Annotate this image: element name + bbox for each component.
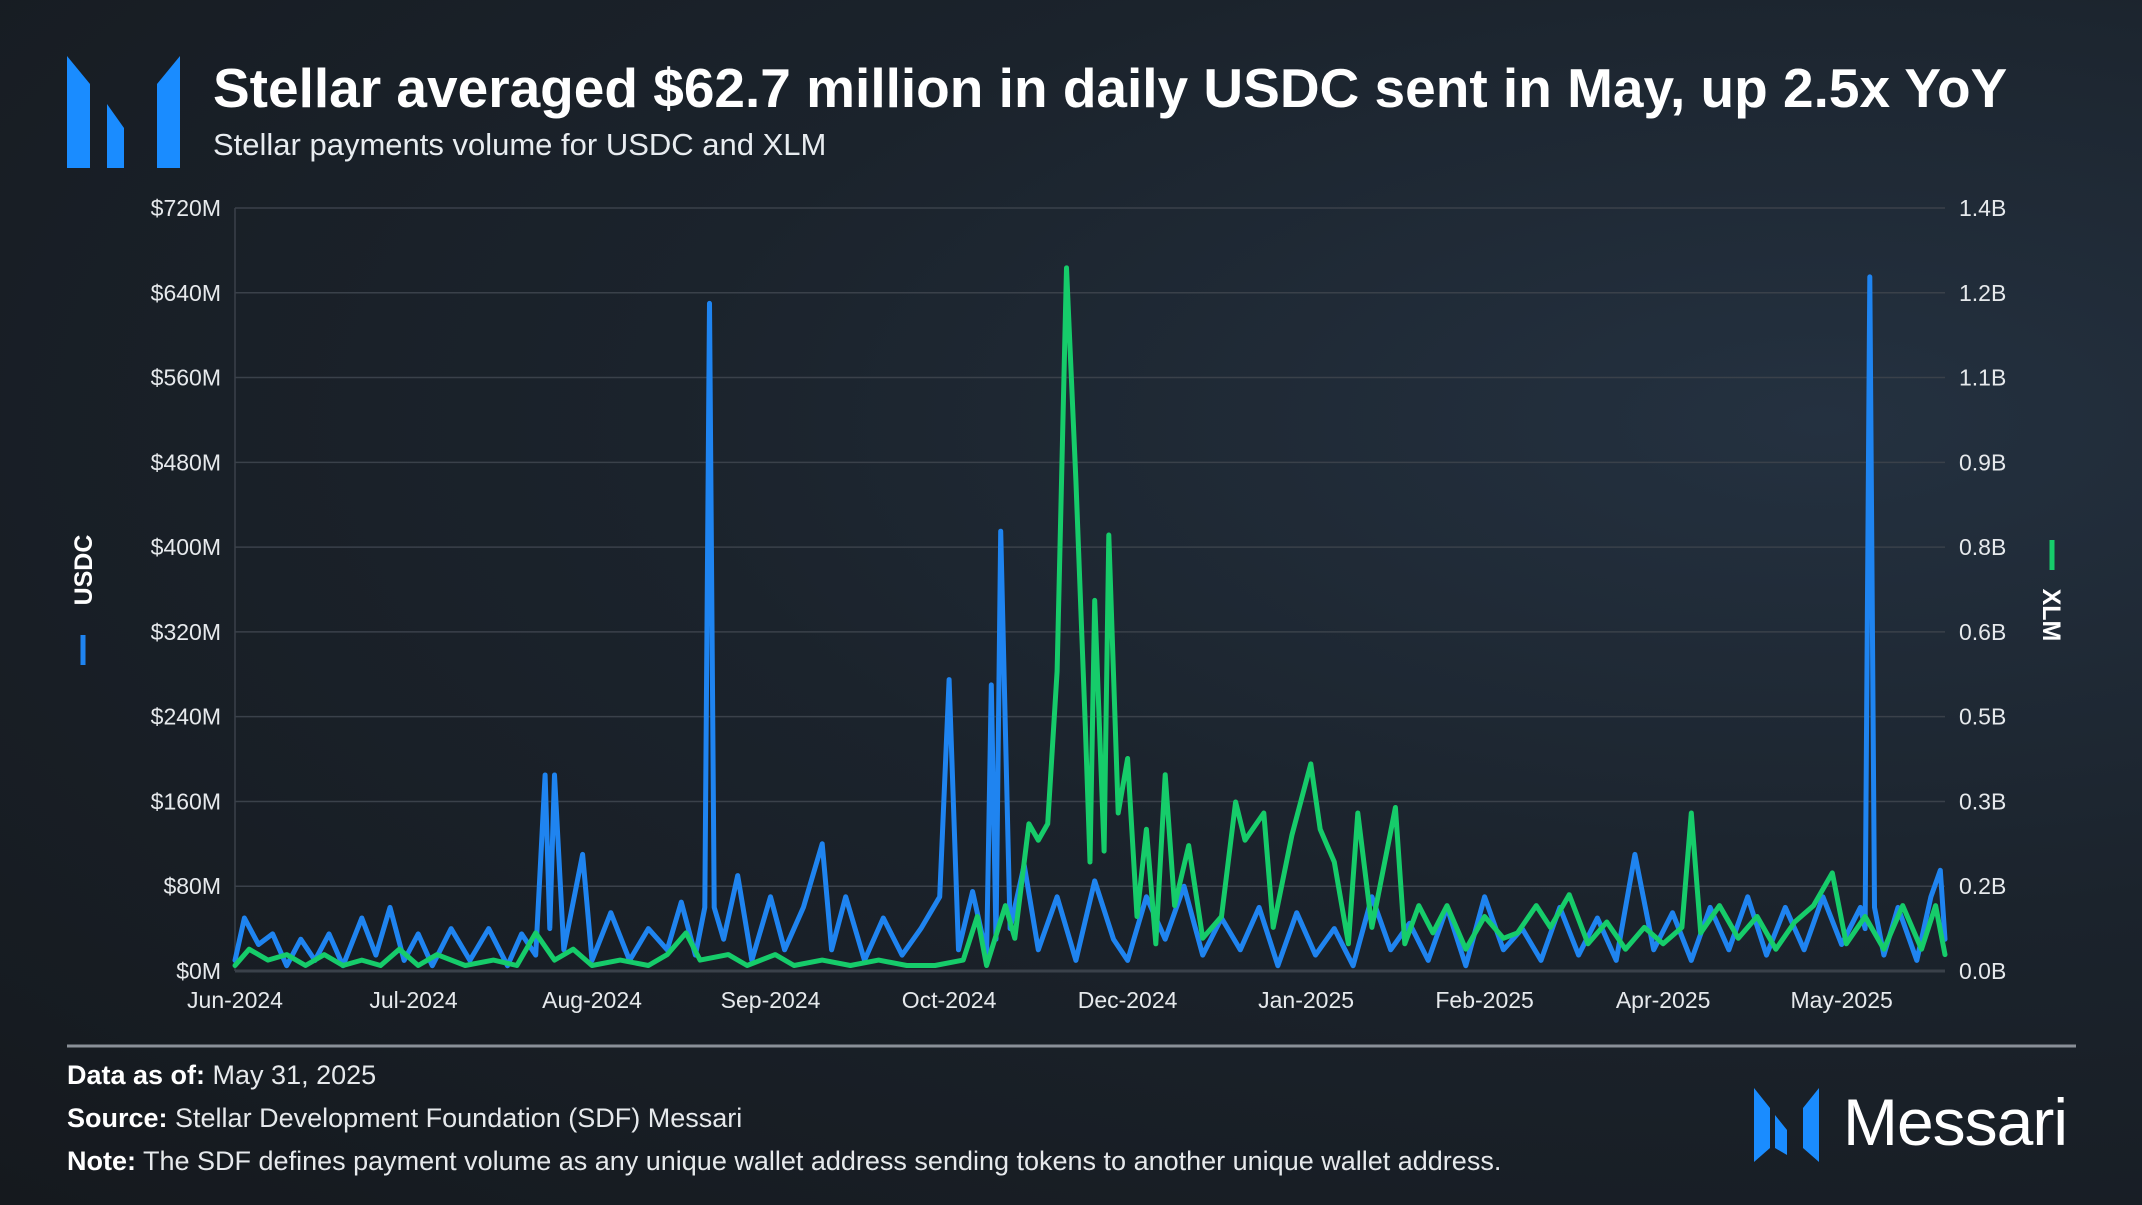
left-tick-label: $160M — [151, 788, 221, 814]
left-tick-label: $240M — [151, 704, 221, 730]
logo-bar-middle — [107, 104, 124, 168]
x-tick-label: Jan-2025 — [1258, 987, 1354, 1013]
x-tick-label: Jul-2024 — [369, 987, 457, 1013]
xlm-series-line — [232, 265, 1948, 968]
logo-bar-right — [157, 56, 180, 168]
left-tick-label: $80M — [163, 873, 221, 899]
x-tick-label: Apr-2025 — [1616, 987, 1711, 1013]
x-tick-label: Sep-2024 — [721, 987, 821, 1013]
left-tick-label: $320M — [151, 619, 221, 645]
x-tick-label: Dec-2024 — [1078, 987, 1178, 1013]
messari-wordmark: Messari — [1843, 1085, 2067, 1159]
note-line: Note: The SDF defines payment volume as … — [67, 1146, 1501, 1176]
x-axis-ticks: Jun-2024 Jul-2024 Aug-2024 Sep-2024 Oct-2024… — [187, 987, 1893, 1013]
right-tick-label: 0.3B — [1959, 788, 2006, 814]
x-tick-label: May-2025 — [1791, 987, 1893, 1013]
usdc-axis-label: USDC — [70, 535, 98, 606]
right-tick-label: 0.2B — [1959, 873, 2006, 899]
logo-bar-middle — [1775, 1115, 1787, 1155]
x-tick-label: Jun-2024 — [187, 987, 283, 1013]
right-tick-label: 0.0B — [1959, 958, 2006, 984]
messari-logo-top — [67, 56, 180, 168]
left-axis-title: USDC — [70, 535, 98, 665]
logo-bar-left — [1754, 1088, 1770, 1162]
data-as-of: Data as of: May 31, 2025 — [67, 1060, 376, 1090]
chart-subtitle: Stellar payments volume for USDC and XLM — [213, 127, 826, 162]
messari-logo-bottom: Messari — [1754, 1085, 2068, 1162]
right-tick-label: 0.5B — [1959, 704, 2006, 730]
left-tick-label: $400M — [151, 534, 221, 560]
right-tick-label: 1.2B — [1959, 280, 2006, 306]
right-axis-title: XLM — [2037, 540, 2065, 641]
right-axis-ticks: 0.0B 0.2B 0.3B 0.5B 0.6B 0.8B 0.9B 1.1B 1.2B 1.4B — [1959, 195, 2006, 984]
series-lines — [232, 265, 1948, 969]
right-tick-label: 0.6B — [1959, 619, 2006, 645]
right-tick-label: 1.4B — [1959, 195, 2006, 221]
left-tick-label: $640M — [151, 280, 221, 306]
right-tick-label: 1.1B — [1959, 365, 2006, 391]
gridlines — [234, 207, 1945, 973]
x-tick-label: Feb-2025 — [1435, 987, 1533, 1013]
left-tick-label: $480M — [151, 449, 221, 475]
right-tick-label: 0.8B — [1959, 534, 2006, 560]
source-line: Source: Stellar Development Foundation (… — [67, 1103, 742, 1133]
left-tick-label: $0M — [176, 958, 221, 984]
chart-title: Stellar averaged $62.7 million in daily … — [213, 57, 2007, 119]
x-tick-label: Oct-2024 — [902, 987, 997, 1013]
xlm-axis-label: XLM — [2037, 589, 2065, 642]
left-tick-label: $720M — [151, 195, 221, 221]
left-tick-label: $560M — [151, 365, 221, 391]
logo-bar-right — [1803, 1088, 1819, 1162]
left-axis-ticks: $0M $80M $160M $240M $320M $400M $480M $560M $64… — [151, 195, 221, 984]
x-tick-label: Aug-2024 — [542, 987, 642, 1013]
right-tick-label: 0.9B — [1959, 449, 2006, 475]
logo-bar-left — [67, 56, 90, 168]
